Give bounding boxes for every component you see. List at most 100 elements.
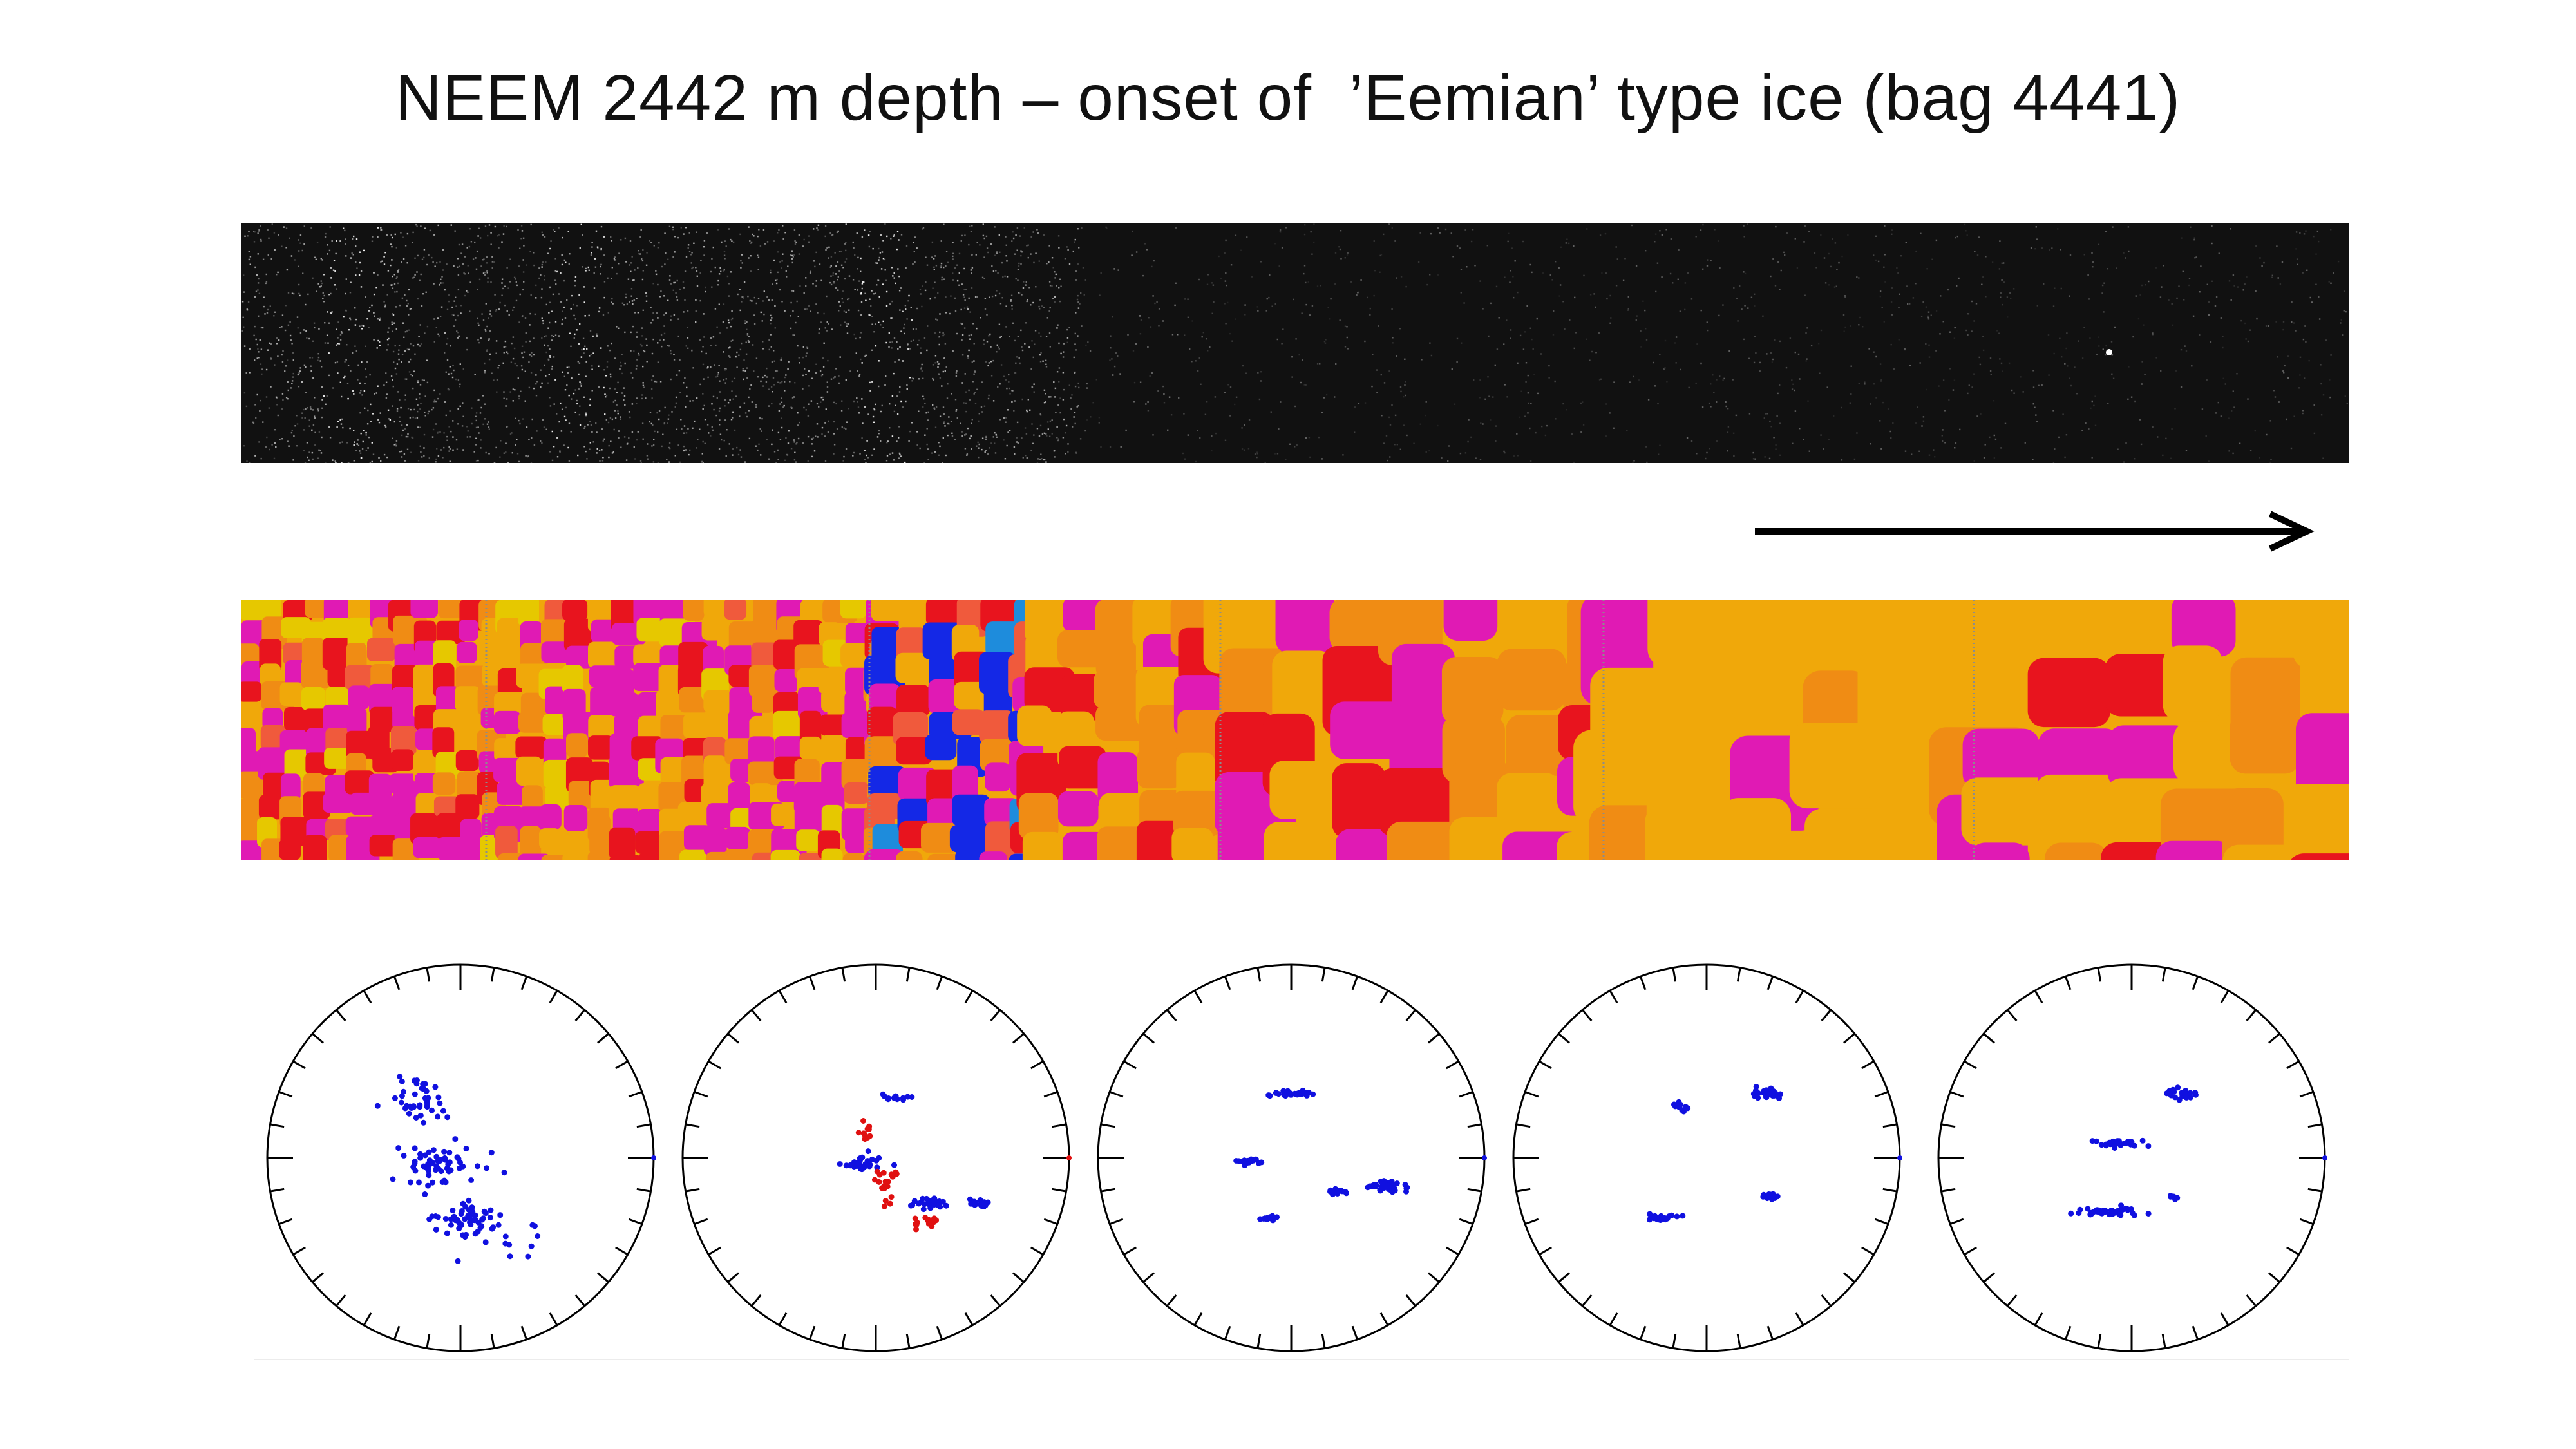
- speckle-mark: [934, 362, 936, 364]
- speckle-mark: [983, 405, 986, 407]
- speckle-mark: [985, 361, 987, 363]
- speckle-mark: [585, 361, 587, 363]
- speckle-mark: [302, 272, 304, 274]
- speckle-mark: [559, 451, 561, 453]
- c-axis-point: [475, 1163, 480, 1170]
- speckle-mark: [427, 412, 429, 415]
- speckle-mark: [341, 462, 343, 463]
- speckle-mark: [450, 345, 451, 347]
- speckle-mark: [718, 448, 721, 450]
- speckle-mark: [802, 374, 804, 377]
- speckle-mark: [404, 331, 407, 333]
- speckle-mark: [353, 235, 355, 238]
- c-axis-point: [501, 1170, 507, 1176]
- speckle-mark: [797, 412, 799, 414]
- speckle-mark: [531, 418, 533, 421]
- speckle-mark: [528, 439, 530, 440]
- speckle-mark: [2308, 359, 2310, 362]
- speckle-mark: [443, 432, 445, 434]
- speckle-mark: [385, 397, 388, 399]
- speckle-mark: [878, 430, 880, 432]
- speckle-mark: [489, 313, 491, 315]
- speckle-mark: [899, 386, 901, 388]
- speckle-mark: [824, 435, 826, 437]
- speckle-mark: [303, 364, 306, 366]
- speckle-mark: [742, 368, 744, 370]
- speckle-mark: [676, 374, 678, 376]
- speckle-mark: [316, 242, 319, 243]
- speckle-mark: [739, 406, 741, 408]
- speckle-mark: [926, 264, 929, 266]
- speckle-mark: [511, 452, 513, 454]
- speckle-mark: [314, 415, 316, 417]
- speckle-mark: [324, 342, 327, 344]
- speckle-mark: [1057, 439, 1059, 442]
- speckle-mark: [1792, 383, 1794, 385]
- speckle-mark: [2295, 231, 2298, 233]
- speckle-mark: [1531, 338, 1533, 341]
- speckle-mark: [913, 251, 915, 252]
- speckle-mark: [1506, 319, 1508, 321]
- speckle-mark: [2269, 420, 2271, 422]
- speckle-mark: [1016, 356, 1018, 358]
- speckle-mark: [1419, 423, 1421, 425]
- speckle-mark: [720, 270, 722, 272]
- speckle-mark: [1842, 314, 1845, 316]
- speckle-mark: [964, 299, 966, 301]
- speckle-mark: [1904, 348, 1906, 350]
- speckle-mark: [569, 332, 571, 334]
- speckle-mark: [655, 273, 658, 276]
- line-scan-image: [242, 223, 2349, 463]
- speckle-mark: [775, 462, 777, 463]
- speckle-mark: [797, 437, 800, 440]
- speckle-mark: [888, 332, 890, 334]
- speckle-mark: [326, 334, 328, 336]
- speckle-mark: [706, 424, 709, 426]
- speckle-mark: [1540, 353, 1542, 355]
- c-axis-point: [487, 1215, 493, 1221]
- speckle-mark: [2330, 282, 2332, 284]
- speckle-mark: [1529, 427, 1531, 430]
- speckle-mark: [290, 387, 292, 389]
- c-axis-point: [472, 1217, 478, 1223]
- speckle-mark: [846, 325, 848, 327]
- speckle-mark: [549, 348, 551, 350]
- speckle-mark: [1033, 391, 1035, 393]
- stereonet-tick: [1043, 1218, 1058, 1226]
- speckle-mark: [419, 393, 421, 395]
- speckle-mark: [1151, 372, 1153, 374]
- speckle-mark: [839, 356, 841, 358]
- speckle-mark: [273, 315, 275, 317]
- speckle-mark: [871, 454, 873, 456]
- speckle-mark: [743, 402, 746, 404]
- speckle-mark: [1989, 436, 1991, 439]
- speckle-mark: [995, 270, 997, 272]
- speckle-mark: [423, 447, 425, 449]
- speckle-mark: [942, 437, 944, 439]
- speckle-mark: [553, 446, 555, 448]
- speckle-mark: [1645, 250, 1647, 252]
- speckle-mark: [265, 446, 267, 448]
- speckle-mark: [377, 274, 379, 276]
- speckle-mark: [436, 261, 438, 264]
- speckle-mark: [1836, 269, 1838, 270]
- speckle-mark: [1045, 393, 1046, 395]
- speckle-mark: [1437, 227, 1439, 229]
- speckle-mark: [902, 310, 904, 312]
- speckle-mark: [1184, 458, 1186, 460]
- speckle-mark: [499, 456, 501, 458]
- speckle-mark: [484, 271, 486, 274]
- speckle-mark: [514, 362, 516, 365]
- speckle-mark: [385, 381, 388, 383]
- speckle-mark: [871, 349, 873, 351]
- speckle-mark: [2232, 274, 2235, 276]
- speckle-mark: [409, 417, 412, 419]
- stereonet-tick: [727, 1272, 739, 1283]
- speckle-mark: [1026, 245, 1028, 247]
- speckle-mark: [1043, 307, 1045, 308]
- speckle-mark: [1025, 284, 1027, 286]
- speckle-mark: [967, 355, 969, 357]
- speckle-mark: [2180, 386, 2183, 388]
- speckle-mark: [2284, 365, 2286, 367]
- c-axis-point: [480, 1215, 486, 1222]
